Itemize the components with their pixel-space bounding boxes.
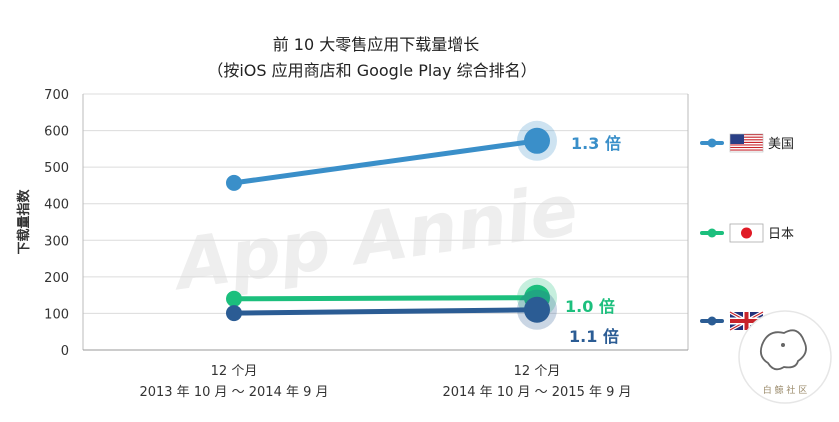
us-growth-label: 1.3 倍: [571, 134, 621, 153]
y-tick-label: 300: [44, 234, 69, 249]
x-tick-label-period: 2013 年 10 月 ～ 2014 年 9 月: [139, 385, 328, 400]
us-legend-marker: [707, 138, 717, 148]
us-legend-label: 美国: [768, 137, 794, 152]
x-tick-label-period: 2014 年 10 月 ～ 2015 年 9 月: [442, 385, 631, 400]
whale-icon: [759, 329, 807, 371]
y-tick-label: 500: [44, 161, 69, 176]
flag-cross-red: [730, 319, 763, 323]
flag-stripe: [730, 143, 763, 145]
jp-point: [226, 290, 242, 307]
legend: 美国日本英国: [700, 133, 794, 332]
flag-stripe: [730, 139, 763, 141]
uk-legend-marker: [707, 316, 717, 326]
uk-point: [524, 296, 550, 323]
flag-stripe: [730, 149, 763, 151]
community-badge: 白 鲸 社 区: [738, 310, 832, 404]
japan-flag-icon: [729, 223, 764, 243]
chart-subtitle: （按iOS 应用商店和 Google Play 综合排名）: [207, 61, 536, 80]
watermark: App Annie: [166, 169, 583, 307]
us-series-line: [231, 138, 540, 186]
jp-growth-label: 1.0 倍: [565, 297, 615, 316]
flag-stripe: [730, 148, 763, 150]
flag-sun: [741, 227, 752, 239]
axes: 0 100 200 300 400 500 600 700 12 个月 2013 年 10 月 ～…: [44, 88, 689, 400]
chart-title: 前 10 大零售应用下载量增长: [273, 35, 480, 54]
y-tick-label: 700: [44, 88, 69, 103]
us-point: [524, 127, 550, 154]
flag-stripe: [730, 141, 763, 143]
us-flag-icon: [729, 133, 764, 153]
y-tick-label: 0: [61, 344, 69, 359]
uk-growth-label: 1.1 倍: [569, 327, 619, 346]
us-point: [226, 174, 242, 191]
flag-stripe: [730, 135, 763, 137]
flag-stripe: [730, 137, 763, 140]
uk-series-line: [231, 307, 540, 316]
flag-stripe: [730, 140, 763, 142]
y-tick-label: 100: [44, 307, 69, 322]
flag-border: [729, 133, 764, 153]
y-axis-label: 下载量指数: [16, 189, 32, 255]
flag-stripe: [730, 144, 763, 146]
jp-legend-label: 日本: [768, 227, 794, 242]
flag-stripe: [730, 136, 763, 138]
y-tick-label: 400: [44, 198, 69, 213]
flag-stripe: [730, 134, 763, 136]
flag-stripe: [730, 145, 763, 147]
x-tick-label: 12 个月: [211, 364, 258, 379]
jp-legend-marker: [707, 228, 717, 238]
flag-canton: [730, 134, 744, 144]
y-tick-label: 600: [44, 125, 69, 140]
jp-series-line: [231, 295, 540, 302]
series-lines: 1.3 倍 1.0 倍 1.1 倍: [226, 120, 621, 346]
badge-text: 白 鲸 社 区: [763, 384, 808, 396]
grid-lines: [83, 93, 688, 314]
x-tick-label: 12 个月: [514, 364, 561, 379]
flag-stripe: [730, 150, 763, 152]
flag-stripe: [730, 146, 763, 149]
y-tick-label: 200: [44, 271, 69, 286]
uk-point: [226, 305, 242, 322]
